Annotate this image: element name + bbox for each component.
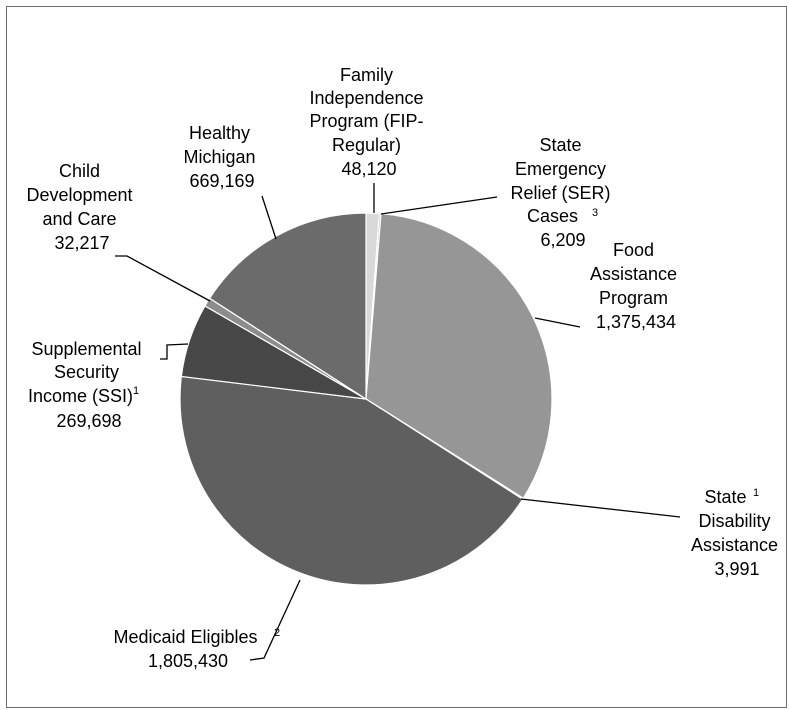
leader-line-ssi [160,343,189,360]
leader-line-hm [261,195,277,240]
leader-lines [115,183,681,661]
label-ser: State Emergency Relief (SER) Cases 6,209 [510,135,615,250]
label-hm: Healthy Michigan 669,169 [183,123,260,191]
pie-slices [179,212,553,586]
label-fip: Family Independence Program (FIP- Regula… [309,65,428,179]
label-cdc: Child Development and Care 32,217 [26,161,137,253]
label-fap: Food Assistance Program 1,375,434 [590,240,682,332]
label-sda-sup: 1 [753,487,759,499]
leader-line-med [249,579,301,661]
leader-line-fap [534,317,581,328]
label-med: Medicaid Eligibles 1,805,430 [113,627,262,671]
pie-slice-7 [208,212,367,401]
label-ssi-sup: 1 [133,385,139,397]
pie-slice-2 [365,212,553,500]
label-ssi: Supplemental Security Income (SSI) 269,6… [28,339,147,431]
label-sda: State Disability Assistance 3,991 [691,487,783,579]
label-med-sup: 2 [274,627,280,639]
leader-line-ser [380,196,498,215]
leader-line-cdc [115,255,211,302]
pie-slice-4 [179,375,524,586]
label-ser-sup: 3 [592,207,598,219]
leader-line-sda [520,498,681,518]
